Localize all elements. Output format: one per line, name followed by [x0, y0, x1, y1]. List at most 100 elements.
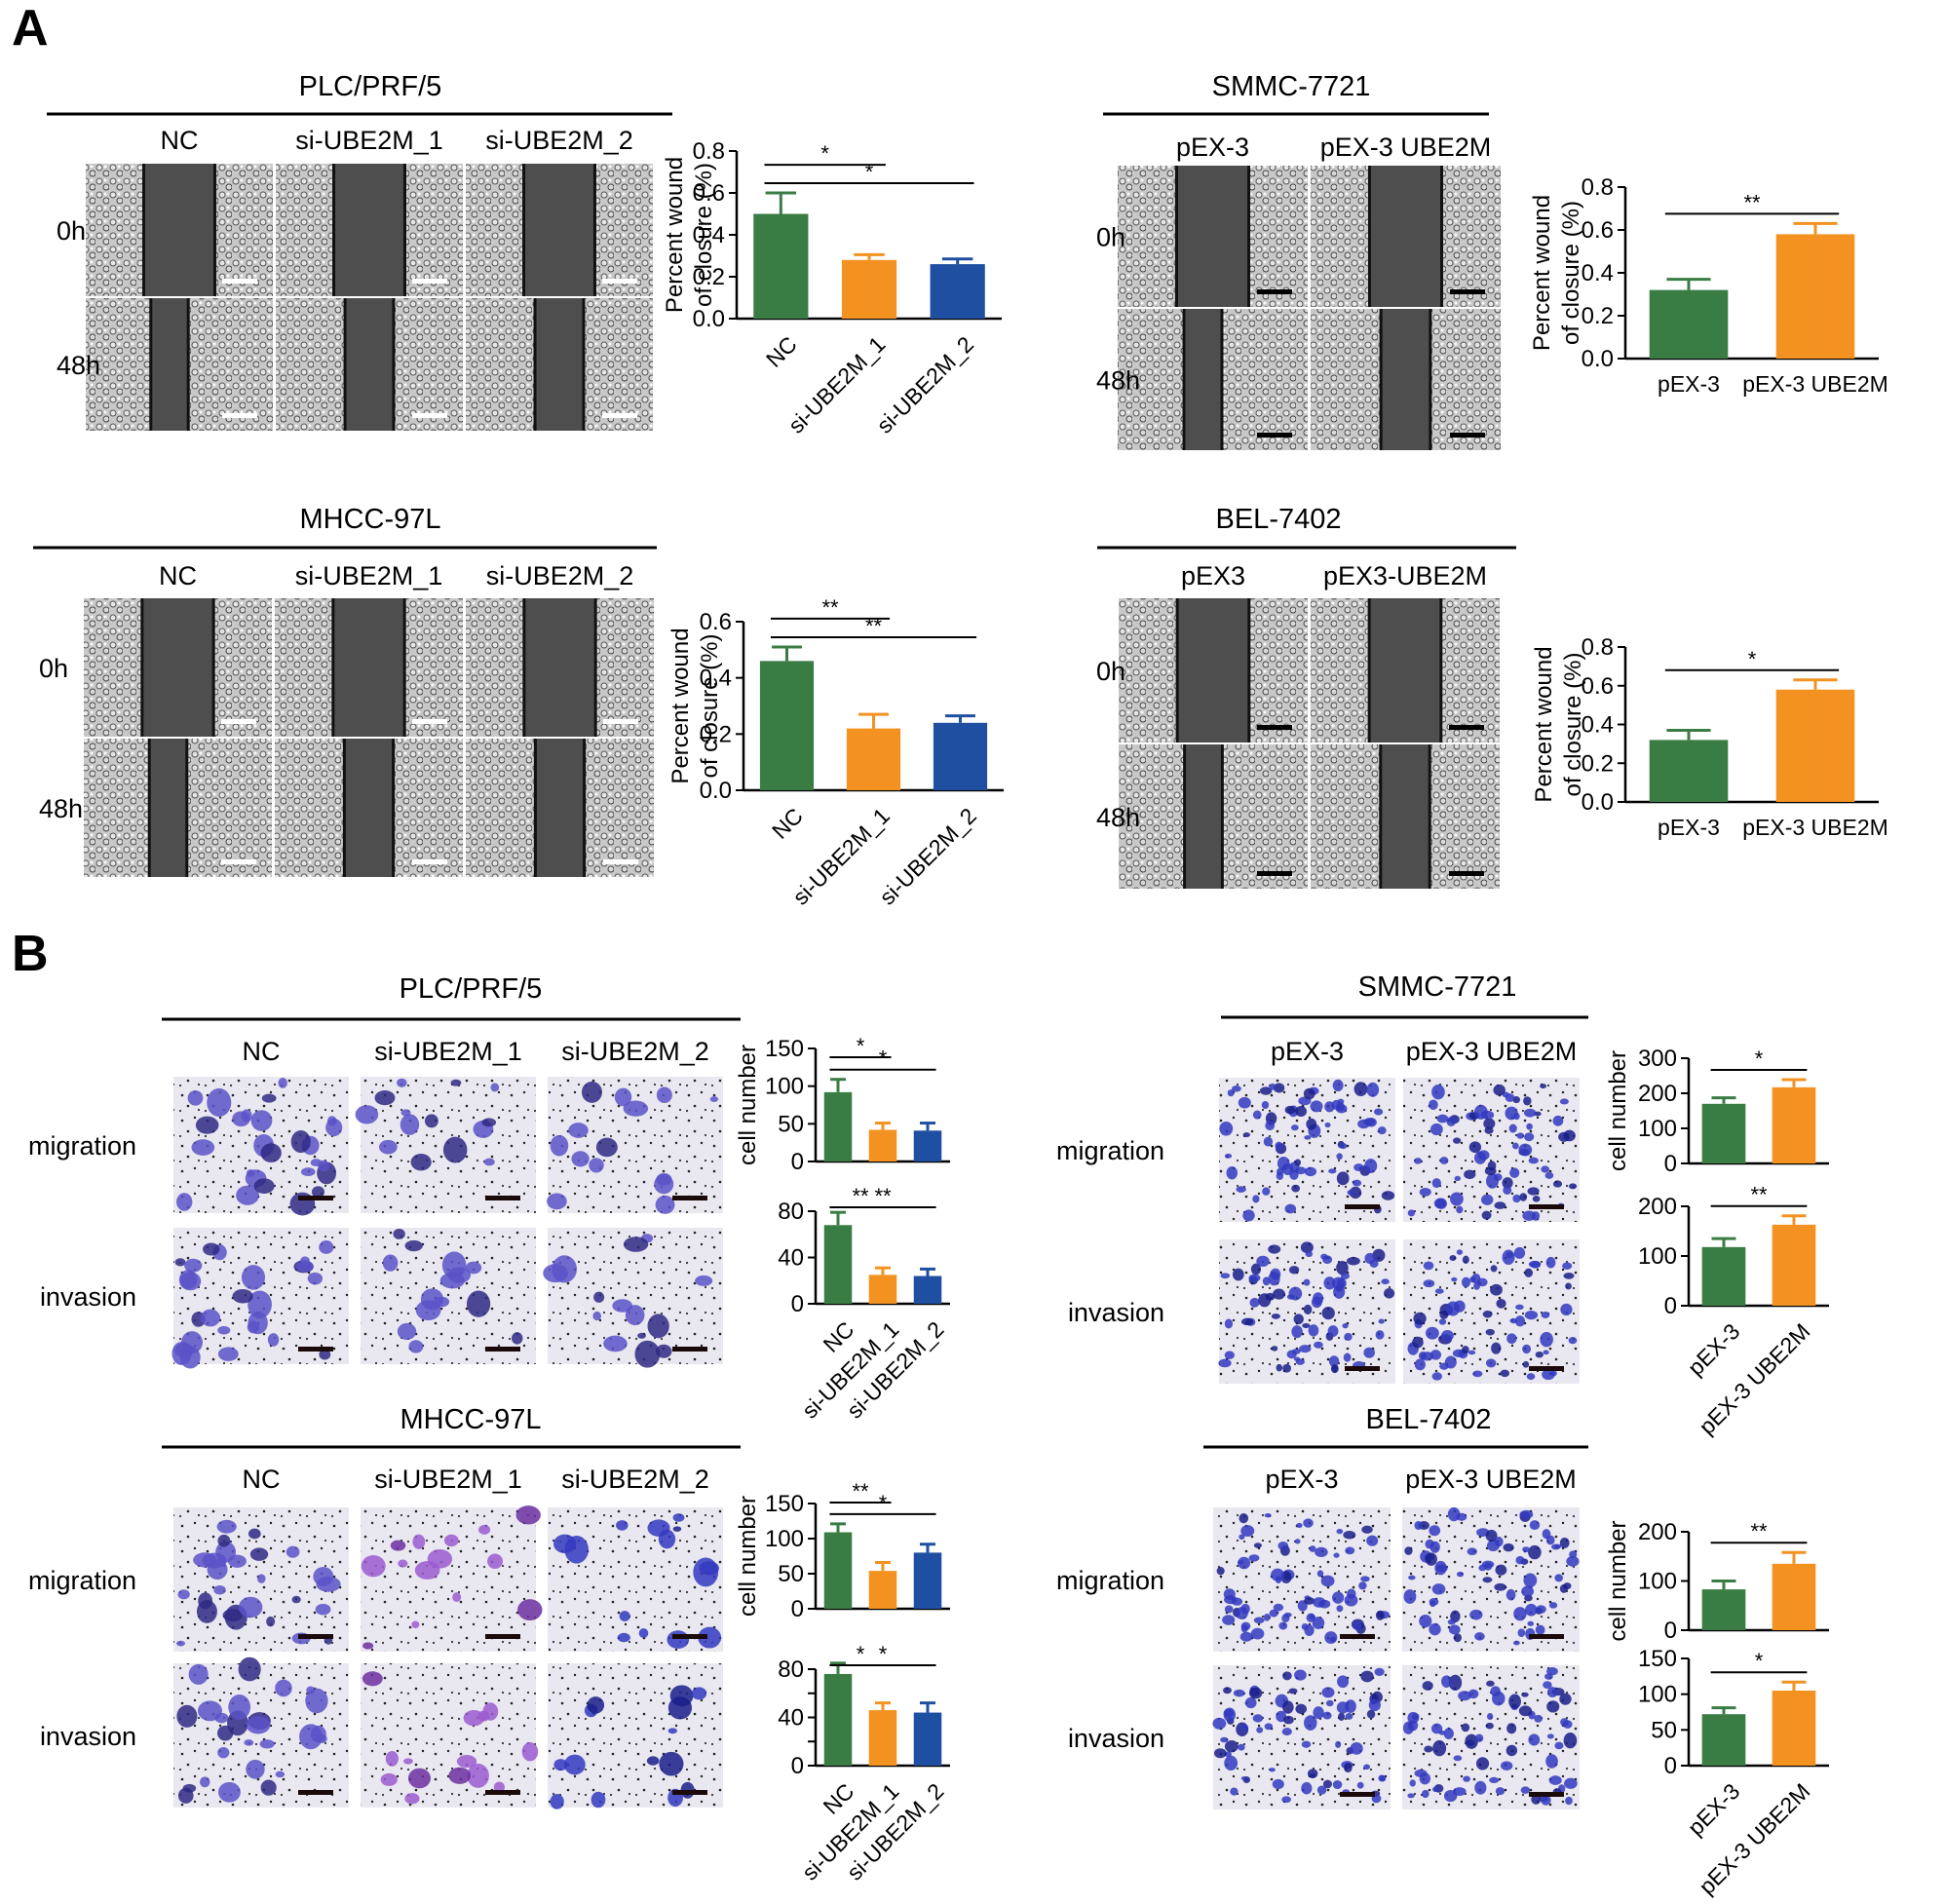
data-bar [846, 728, 901, 790]
y-tick-label: 200 [1638, 1081, 1677, 1107]
stained-cell [1248, 1687, 1263, 1699]
stained-cell [550, 1794, 564, 1809]
stained-cell [511, 1332, 523, 1345]
stained-cell [246, 1716, 271, 1734]
stained-cell [1413, 1312, 1427, 1325]
transwell-micrograph [1219, 1078, 1395, 1222]
stained-cell [1347, 1588, 1356, 1599]
stained-cell [1222, 1615, 1236, 1625]
stained-cell [1384, 1287, 1395, 1299]
significance-marker: ** [874, 1184, 892, 1208]
stained-cell [593, 1291, 605, 1303]
stained-cell [1523, 1108, 1537, 1118]
stained-cell [1441, 1675, 1452, 1688]
condition-column-label: si-UBE2M_1 [295, 561, 443, 590]
data-bar [823, 1225, 853, 1304]
stained-cell [1525, 1603, 1538, 1617]
y-tick-label: 0.6 [700, 609, 732, 635]
stained-cell [1446, 1301, 1460, 1316]
stained-cell [1250, 1263, 1262, 1276]
data-bar [1649, 289, 1729, 359]
stained-cell [411, 1620, 420, 1628]
scale-bar [1450, 433, 1485, 438]
stained-cell [1224, 1740, 1239, 1753]
x-category-label: pEX-3 [1658, 371, 1720, 397]
stained-cell [1239, 1631, 1253, 1642]
scale-bar [1345, 1366, 1380, 1371]
y-tick-label: 0 [791, 1149, 804, 1175]
wound-micrograph [276, 164, 463, 296]
stained-cell [191, 1139, 215, 1156]
condition-column-label: si-UBE2M_1 [295, 126, 443, 155]
scale-bar [672, 1196, 707, 1200]
stained-cell [1523, 1096, 1532, 1106]
stained-cell [1336, 1171, 1350, 1186]
timepoint-row-label: 0h [57, 216, 86, 246]
stained-cell [1273, 1603, 1284, 1612]
stained-cell [1528, 1157, 1539, 1164]
stained-cell [261, 1093, 277, 1103]
stained-cell [1485, 1722, 1494, 1730]
stained-cell [466, 1290, 491, 1317]
stained-cell [1486, 1712, 1494, 1721]
y-tick-label: 0.2 [693, 264, 725, 290]
stained-cell [305, 1688, 328, 1714]
stained-cell [595, 1137, 618, 1158]
transwell-micrograph [547, 1077, 723, 1214]
bar-chart: 0 100 200 300 cell number * [1605, 1046, 1829, 1177]
stained-cell [248, 1290, 272, 1318]
stained-cell [1377, 1126, 1387, 1135]
stained-cell [1404, 1546, 1413, 1555]
stained-cell [385, 1751, 399, 1767]
stained-cell [1559, 1693, 1572, 1705]
significance-marker: * [879, 1642, 888, 1666]
stained-cell [1273, 1288, 1285, 1300]
data-bar [1701, 1246, 1746, 1306]
stained-cell [1568, 1183, 1578, 1190]
timepoint-row-label: 0h [1096, 657, 1125, 686]
stained-cell [658, 1529, 676, 1549]
transwell-micrograph [361, 1505, 543, 1652]
stained-cell [232, 1288, 253, 1304]
data-bar [868, 1275, 897, 1304]
timepoint-row-label: migration [1056, 1136, 1164, 1165]
stained-cell [1411, 1713, 1420, 1721]
stained-cell [1304, 1715, 1317, 1731]
stained-cell [266, 1616, 276, 1627]
stained-cell [1303, 1518, 1314, 1528]
y-axis-title: Percent wound of closure (%) [662, 157, 717, 313]
stained-cell [1519, 1509, 1534, 1519]
membrane-background [361, 1663, 536, 1808]
stained-cell [1212, 1717, 1227, 1730]
y-tick-label: 50 [778, 1111, 804, 1137]
y-axis-title-line: of closure (%) [1560, 652, 1586, 796]
stained-cell [553, 1759, 568, 1771]
stained-cell [589, 1158, 604, 1173]
condition-column-label: si-UBE2M_1 [374, 1037, 522, 1066]
stained-cell [612, 1299, 633, 1313]
stained-cell [1288, 1286, 1303, 1301]
stained-cell [1462, 1346, 1469, 1354]
stained-cell [1238, 1743, 1245, 1751]
stained-cell [1240, 1603, 1250, 1615]
stained-cell [1339, 1143, 1348, 1150]
stained-cell [1333, 1552, 1340, 1558]
stained-cell [1250, 1627, 1265, 1640]
bar-chart: 0 100 200 cell number ** [1605, 1519, 1829, 1644]
stained-cell [447, 1267, 472, 1283]
stained-cell [1545, 1256, 1556, 1269]
timepoint-row-label: 0h [1096, 223, 1125, 252]
scale-bar [412, 279, 447, 284]
stained-cell [1336, 1102, 1346, 1112]
stained-cell [362, 1671, 383, 1687]
stained-cell [1506, 1588, 1516, 1601]
scale-bar [1340, 1634, 1375, 1639]
stained-cell [1373, 1108, 1384, 1116]
stained-cell [290, 1130, 311, 1154]
stained-cell [1491, 1342, 1502, 1354]
stained-cell [483, 1158, 495, 1166]
stained-cell [1419, 1614, 1432, 1628]
stained-cell [1240, 1776, 1248, 1781]
stained-cell [1432, 1739, 1447, 1757]
